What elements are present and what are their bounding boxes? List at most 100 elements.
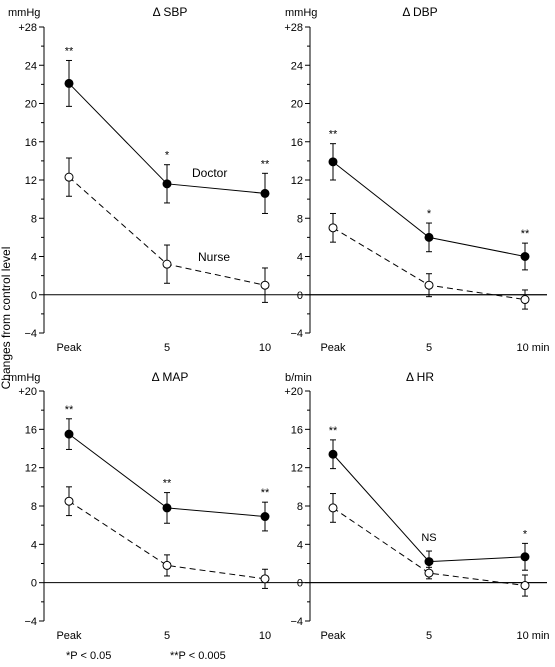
y-tick-label: +28 xyxy=(18,22,37,34)
y-tick-label: −4 xyxy=(24,616,37,628)
y-tick-label: −4 xyxy=(290,328,303,340)
data-point xyxy=(64,78,74,88)
y-tick-label: −4 xyxy=(24,328,37,340)
x-tick-label: 5 xyxy=(426,630,432,642)
x-tick-label: 5 xyxy=(164,630,170,642)
data-point xyxy=(328,503,338,513)
x-tick-label: 10 min xyxy=(516,342,549,354)
y-tick-label: 20 xyxy=(25,99,37,111)
y-tick-label: 4 xyxy=(31,252,37,264)
data-point xyxy=(520,295,530,305)
data-point xyxy=(520,252,530,261)
unit-label: b/min xyxy=(285,372,312,384)
data-point xyxy=(64,496,74,506)
y-tick-label: 8 xyxy=(31,213,37,225)
y-tick-label: 0 xyxy=(31,290,37,302)
y-tick-label: 24 xyxy=(25,60,37,72)
panel-title: Δ DBP xyxy=(402,5,437,19)
data-point xyxy=(328,157,338,167)
y-tick-label: 8 xyxy=(31,501,37,513)
x-tick-label: 5 xyxy=(426,342,432,354)
y-tick-label: 12 xyxy=(291,463,303,475)
y-tick-label: 16 xyxy=(25,137,37,149)
data-point xyxy=(162,560,172,570)
y-tick-label: +28 xyxy=(284,22,303,34)
y-tick-label: 4 xyxy=(31,539,37,551)
data-point xyxy=(260,512,270,522)
panel-title: Δ MAP xyxy=(152,370,189,384)
significance-label: ** xyxy=(329,129,338,141)
y-axis-label: Changes from control level xyxy=(0,247,13,390)
data-point xyxy=(162,259,172,269)
x-tick-label: 10 xyxy=(259,342,271,354)
series-doctor xyxy=(64,418,270,532)
y-tick-label: 0 xyxy=(297,290,303,302)
significance-label: * xyxy=(523,528,528,540)
significance-label: ** xyxy=(65,404,74,416)
series-label-doctor: Doctor xyxy=(192,166,227,180)
footnote-single: *P < 0.05 xyxy=(66,650,111,662)
footnote-double: **P < 0.005 xyxy=(170,650,226,662)
x-tick-label: 10 xyxy=(259,630,271,642)
y-tick-label: 8 xyxy=(297,501,303,513)
significance-label: * xyxy=(165,150,170,162)
y-tick-label: 0 xyxy=(31,578,37,590)
significance-label: NS xyxy=(421,532,436,544)
unit-label: mmHg xyxy=(8,372,40,384)
y-tick-label: −4 xyxy=(290,616,303,628)
y-tick-label: 0 xyxy=(297,578,303,590)
data-point xyxy=(424,232,434,242)
y-tick-label: 4 xyxy=(297,252,303,264)
series-nurse xyxy=(328,493,530,597)
data-point xyxy=(162,503,172,513)
data-point xyxy=(424,557,434,567)
series-doctor xyxy=(328,143,530,271)
panel-title: Δ HR xyxy=(406,370,434,384)
significance-label: ** xyxy=(521,228,530,240)
data-point xyxy=(424,568,434,578)
significance-label: ** xyxy=(261,487,270,499)
y-tick-label: 20 xyxy=(291,99,303,111)
y-tick-label: 16 xyxy=(291,137,303,149)
series-doctor xyxy=(64,59,270,214)
series-line xyxy=(332,453,526,563)
significance-label: ** xyxy=(261,158,270,170)
data-point xyxy=(520,552,530,562)
data-point xyxy=(260,280,270,290)
series-nurse xyxy=(64,486,270,589)
data-point xyxy=(162,179,172,189)
series-line xyxy=(332,507,526,587)
x-tick-label: Peak xyxy=(320,630,346,642)
y-tick-label: +20 xyxy=(284,386,303,398)
x-tick-label: Peak xyxy=(56,630,82,642)
y-tick-label: 4 xyxy=(297,539,303,551)
y-tick-label: 12 xyxy=(291,175,303,187)
y-tick-label: 12 xyxy=(25,175,37,187)
x-tick-label: Peak xyxy=(320,342,346,354)
y-tick-label: +20 xyxy=(18,386,37,398)
y-tick-label: 24 xyxy=(291,60,303,72)
y-tick-label: 12 xyxy=(25,463,37,475)
significance-label: ** xyxy=(163,478,172,490)
x-tick-label: 10 min xyxy=(516,630,549,642)
x-tick-label: 5 xyxy=(164,342,170,354)
panel-title: Δ SBP xyxy=(153,5,188,19)
data-point xyxy=(328,223,338,233)
series-nurse xyxy=(64,157,270,303)
data-point xyxy=(260,574,270,584)
unit-label: mmHg xyxy=(8,7,40,19)
x-tick-label: Peak xyxy=(56,342,82,354)
series-label-nurse: Nurse xyxy=(198,250,230,264)
data-point xyxy=(260,188,270,198)
significance-label: ** xyxy=(65,45,74,57)
data-point xyxy=(328,449,338,459)
series-nurse xyxy=(328,212,530,310)
data-point xyxy=(64,172,74,182)
y-tick-label: 16 xyxy=(291,424,303,436)
y-tick-label: 8 xyxy=(297,213,303,225)
unit-label: mmHg xyxy=(285,7,317,19)
significance-label: * xyxy=(427,208,432,220)
